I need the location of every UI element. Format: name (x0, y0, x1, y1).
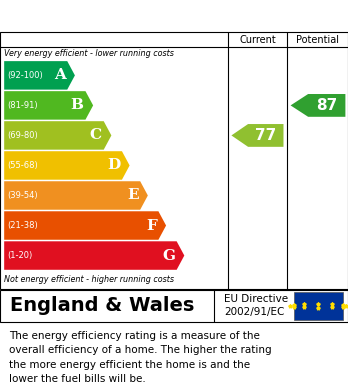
Polygon shape (4, 211, 166, 240)
Polygon shape (231, 124, 284, 147)
Text: Potential: Potential (296, 34, 339, 45)
Text: (39-54): (39-54) (7, 191, 38, 200)
Polygon shape (291, 94, 346, 117)
Text: B: B (71, 99, 84, 112)
Text: F: F (146, 219, 157, 233)
Text: G: G (162, 249, 175, 262)
Text: A: A (54, 68, 65, 83)
Text: Not energy efficient - higher running costs: Not energy efficient - higher running co… (4, 274, 174, 283)
Text: D: D (107, 158, 120, 172)
Text: (1-20): (1-20) (7, 251, 32, 260)
Polygon shape (4, 121, 111, 150)
Text: The energy efficiency rating is a measure of the
overall efficiency of a home. T: The energy efficiency rating is a measur… (9, 331, 271, 384)
Text: England & Wales: England & Wales (10, 296, 195, 316)
Text: (92-100): (92-100) (7, 71, 43, 80)
Polygon shape (4, 241, 184, 270)
Text: Very energy efficient - lower running costs: Very energy efficient - lower running co… (4, 49, 174, 58)
Text: (81-91): (81-91) (7, 101, 38, 110)
Text: (55-68): (55-68) (7, 161, 38, 170)
Polygon shape (4, 151, 129, 180)
Text: E: E (127, 188, 139, 203)
Text: (21-38): (21-38) (7, 221, 38, 230)
Bar (294, 292, 343, 320)
Text: Current: Current (239, 34, 276, 45)
Text: EU Directive
2002/91/EC: EU Directive 2002/91/EC (224, 294, 288, 317)
Text: Energy Efficiency Rating: Energy Efficiency Rating (7, 7, 236, 25)
Polygon shape (4, 61, 75, 90)
Polygon shape (4, 91, 93, 120)
Text: 77: 77 (255, 128, 276, 143)
Text: (69-80): (69-80) (7, 131, 38, 140)
Polygon shape (4, 181, 148, 210)
Text: C: C (90, 128, 102, 142)
Text: 87: 87 (316, 98, 337, 113)
